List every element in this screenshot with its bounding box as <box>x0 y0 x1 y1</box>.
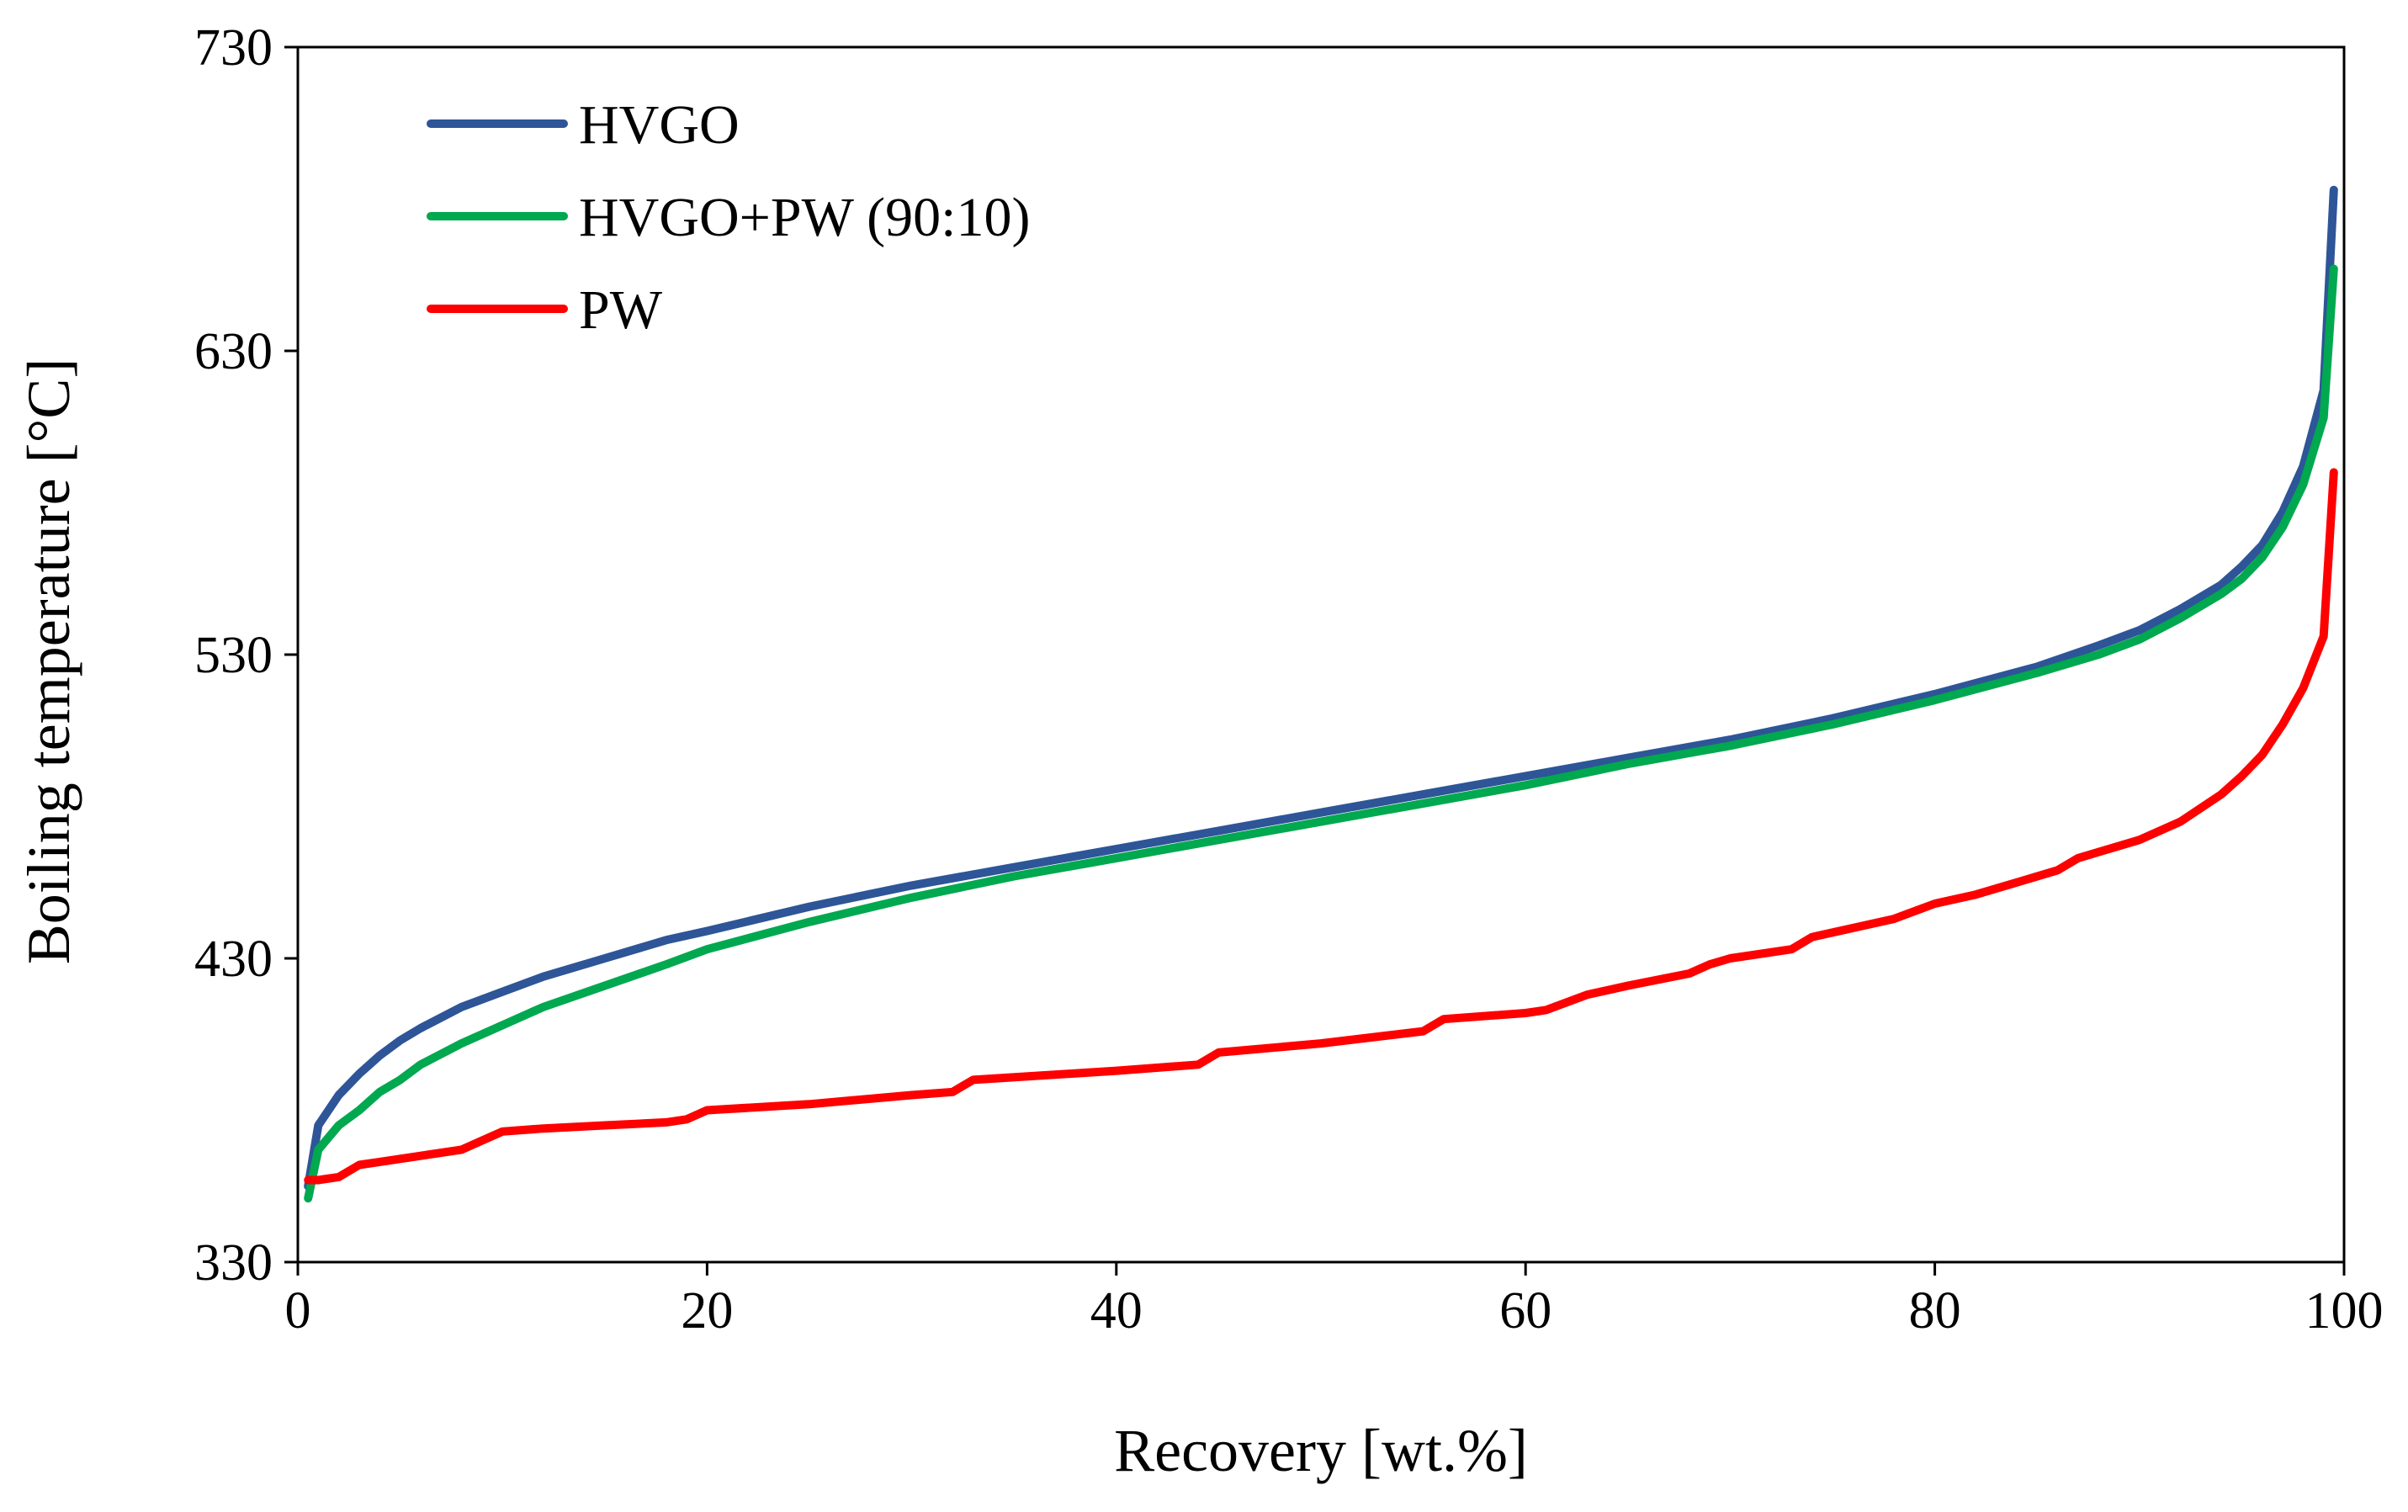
series-line-hvgo-pw-90-10 <box>304 264 2338 1203</box>
y-tick-label-330: 330 <box>194 1234 273 1292</box>
x-axis-title: Recovery [wt.%] <box>1114 1417 1528 1484</box>
axes-layer: 0 20 40 60 80 100 330 430 530 630 730 <box>194 19 2384 1340</box>
legend-label-hvgo-pw-90-10: HVGO+PW (90:10) <box>579 187 1030 248</box>
legend-label-pw: PW <box>579 279 663 341</box>
x-tick-label-0: 0 <box>285 1282 311 1340</box>
legend: HVGO HVGO+PW (90:10) PW <box>427 94 1030 341</box>
x-tick-label-20: 20 <box>681 1282 733 1340</box>
x-tick-label-60: 60 <box>1499 1282 1551 1340</box>
y-axis-title: Boiling temperature [°C] <box>15 358 82 965</box>
series-line-hvgo <box>304 185 2338 1191</box>
y-tick-label-430: 430 <box>194 931 273 988</box>
y-tick-label-530: 530 <box>194 627 273 684</box>
series-layer <box>304 185 2338 1203</box>
x-tick-label-80: 80 <box>1909 1282 1961 1340</box>
y-tick-label-630: 630 <box>194 323 273 380</box>
legend-label-hvgo: HVGO <box>579 94 740 156</box>
x-tick-label-40: 40 <box>1090 1282 1143 1340</box>
x-tick-label-100: 100 <box>2305 1282 2384 1340</box>
series-line-pw <box>304 468 2338 1185</box>
y-tick-label-730: 730 <box>194 19 273 77</box>
